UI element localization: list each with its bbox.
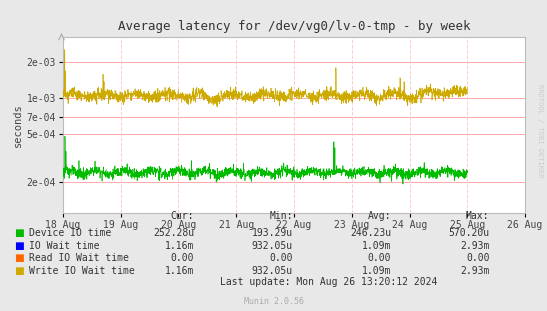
Text: 1.16m: 1.16m (165, 266, 194, 276)
Text: 570.20u: 570.20u (449, 228, 490, 238)
Text: RRDTOOL / TOBI OETIKER: RRDTOOL / TOBI OETIKER (537, 84, 543, 177)
Text: Cur:: Cur: (171, 211, 194, 221)
Text: ■: ■ (14, 253, 24, 263)
Text: 252.28u: 252.28u (153, 228, 194, 238)
Text: 932.05u: 932.05u (252, 241, 293, 251)
Text: ■: ■ (14, 241, 24, 251)
Text: ■: ■ (14, 266, 24, 276)
Text: 1.09m: 1.09m (362, 266, 391, 276)
Text: IO Wait time: IO Wait time (29, 241, 100, 251)
Text: 2.93m: 2.93m (460, 266, 490, 276)
Y-axis label: seconds: seconds (13, 103, 22, 147)
Text: 193.29u: 193.29u (252, 228, 293, 238)
Text: Read IO Wait time: Read IO Wait time (29, 253, 129, 263)
Text: 1.16m: 1.16m (165, 241, 194, 251)
Text: Write IO Wait time: Write IO Wait time (29, 266, 135, 276)
Text: ■: ■ (14, 228, 24, 238)
Text: Max:: Max: (466, 211, 490, 221)
Text: 0.00: 0.00 (171, 253, 194, 263)
Text: 1.09m: 1.09m (362, 241, 391, 251)
Text: Device IO time: Device IO time (29, 228, 111, 238)
Title: Average latency for /dev/vg0/lv-0-tmp - by week: Average latency for /dev/vg0/lv-0-tmp - … (118, 21, 470, 33)
Text: Avg:: Avg: (368, 211, 391, 221)
Text: Last update: Mon Aug 26 13:20:12 2024: Last update: Mon Aug 26 13:20:12 2024 (219, 276, 437, 286)
Text: 246.23u: 246.23u (350, 228, 391, 238)
Text: 0.00: 0.00 (269, 253, 293, 263)
Text: 0.00: 0.00 (466, 253, 490, 263)
Text: 0.00: 0.00 (368, 253, 391, 263)
Text: 932.05u: 932.05u (252, 266, 293, 276)
Text: 2.93m: 2.93m (460, 241, 490, 251)
Text: Munin 2.0.56: Munin 2.0.56 (243, 297, 304, 306)
Text: Min:: Min: (269, 211, 293, 221)
